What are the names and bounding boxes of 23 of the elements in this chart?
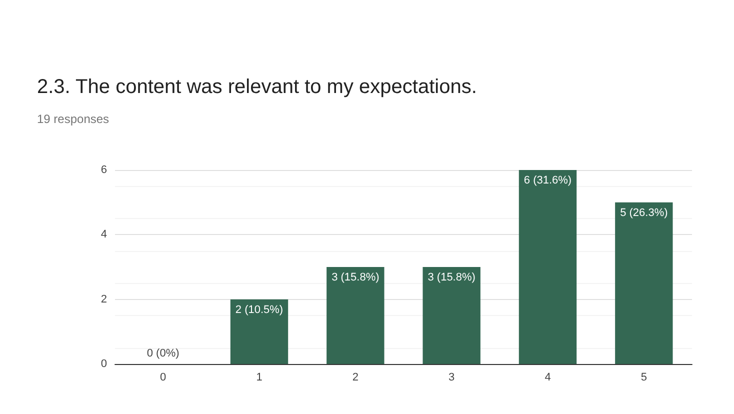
y-tick-label: 4 bbox=[100, 228, 107, 241]
chart-title: 2.3. The content was relevant to my expectations. bbox=[37, 76, 477, 98]
data-label: 3 (15.8%) bbox=[332, 272, 380, 284]
data-label: 6 (31.6%) bbox=[524, 174, 572, 186]
y-tick-label: 6 bbox=[100, 164, 107, 176]
data-label: 0 (0%) bbox=[146, 348, 180, 360]
bar bbox=[615, 202, 673, 364]
bar bbox=[230, 299, 288, 364]
x-tick-label: 1 bbox=[256, 372, 262, 384]
y-tick-label: 0 bbox=[100, 358, 107, 370]
data-label: 5 (26.3%) bbox=[620, 206, 668, 219]
bar bbox=[326, 267, 384, 364]
x-tick-label: 0 bbox=[160, 372, 166, 384]
y-tick-label: 2 bbox=[100, 293, 107, 306]
x-tick-label: 3 bbox=[448, 372, 455, 384]
bar bbox=[518, 170, 577, 364]
bar bbox=[422, 267, 480, 364]
data-label: 3 (15.8%) bbox=[428, 272, 476, 284]
x-tick-label: 2 bbox=[352, 372, 358, 384]
data-label: 2 (10.5%) bbox=[235, 304, 284, 316]
chart-subtitle: 19 responses bbox=[37, 112, 110, 126]
x-tick-label: 4 bbox=[544, 372, 551, 384]
x-tick-label: 5 bbox=[640, 372, 647, 384]
